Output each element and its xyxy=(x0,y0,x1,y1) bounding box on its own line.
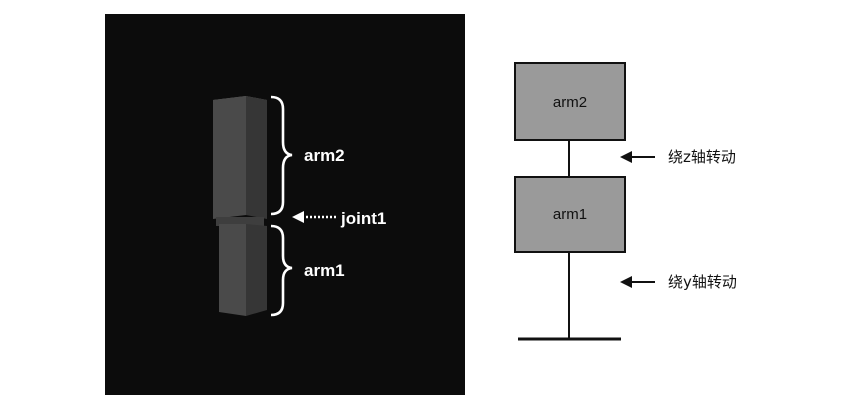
arm2-segment-side-face xyxy=(246,96,267,219)
note-rotate-y: 绕y轴转动 xyxy=(668,273,737,291)
label-arm1: arm1 xyxy=(304,261,345,280)
joint1-block xyxy=(216,217,264,226)
box-arm1-label: arm1 xyxy=(552,206,588,223)
hierarchy-diagram xyxy=(514,62,626,341)
arrow-left-icon xyxy=(620,151,655,163)
arrow-left-icon xyxy=(620,276,655,288)
label-arm2: arm2 xyxy=(304,146,345,165)
joint-arrow-head xyxy=(292,211,304,223)
note-rotate-z: 绕z轴转动 xyxy=(668,148,736,166)
arm2-bracket xyxy=(270,95,293,216)
label-joint1: joint1 xyxy=(341,209,387,228)
arm1-segment-front-face xyxy=(219,224,246,316)
arm1-bracket xyxy=(270,224,293,317)
arm2-box xyxy=(514,62,626,141)
arm2-segment-front-face xyxy=(213,96,246,219)
scene-panel: arm2 joint1 arm1 xyxy=(105,14,465,395)
arm1-segment-side-face xyxy=(246,224,267,316)
box-arm2-label: arm2 xyxy=(552,94,588,111)
arm-scene-graphic xyxy=(213,95,337,317)
